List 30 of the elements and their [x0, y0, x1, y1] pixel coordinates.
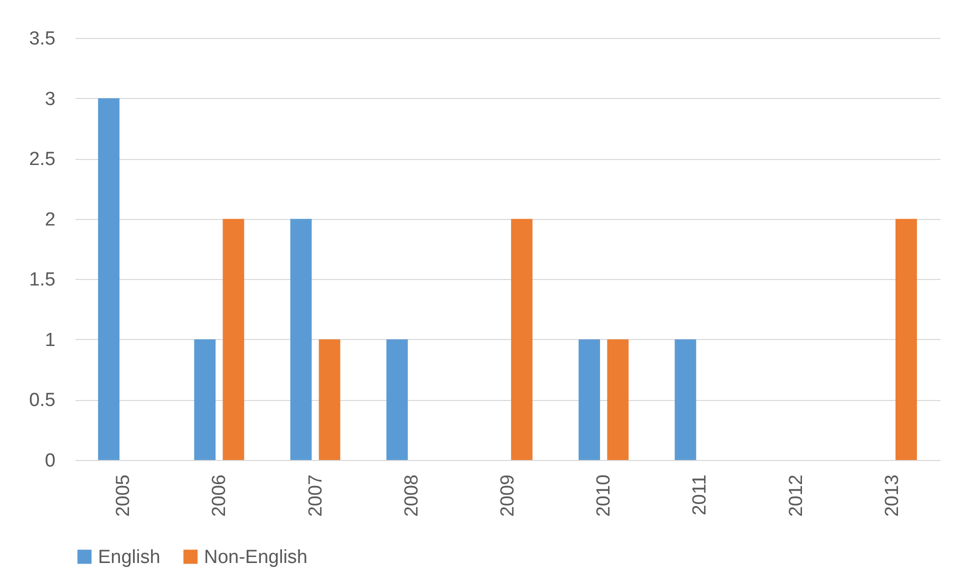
bar — [98, 98, 120, 460]
bar — [194, 339, 216, 460]
y-tick-label: 1 — [44, 330, 56, 351]
y-tick-label: 2 — [44, 209, 56, 230]
bar — [607, 339, 629, 460]
y-tick-label: 1.5 — [29, 270, 56, 291]
x-tick-label: 2007 — [305, 474, 326, 517]
y-tick-label: 3.5 — [29, 28, 56, 50]
x-tick-label: 2009 — [498, 474, 518, 517]
y-tick-label: 2.5 — [29, 149, 56, 170]
x-tick-label: 2012 — [786, 474, 807, 517]
y-tick-label: 0.5 — [29, 390, 56, 412]
x-tick-label: 2006 — [209, 474, 230, 517]
x-tick-label: 2013 — [882, 474, 903, 517]
legend-label: English — [98, 546, 160, 568]
x-tick-label: 2005 — [113, 474, 134, 517]
legend-label: Non-English — [204, 546, 308, 568]
bar — [578, 339, 600, 460]
x-tick-label: 2008 — [401, 474, 422, 517]
bar — [222, 218, 244, 460]
bar — [290, 218, 312, 460]
bar — [896, 218, 917, 460]
y-tick-label: 0 — [44, 450, 56, 472]
bar — [511, 218, 532, 460]
bar — [674, 339, 696, 460]
x-tick-label: 2010 — [594, 474, 615, 517]
bar — [386, 339, 408, 460]
x-tick-label: 2011 — [690, 474, 711, 516]
bar — [318, 339, 340, 460]
y-tick-label: 3 — [44, 88, 56, 110]
